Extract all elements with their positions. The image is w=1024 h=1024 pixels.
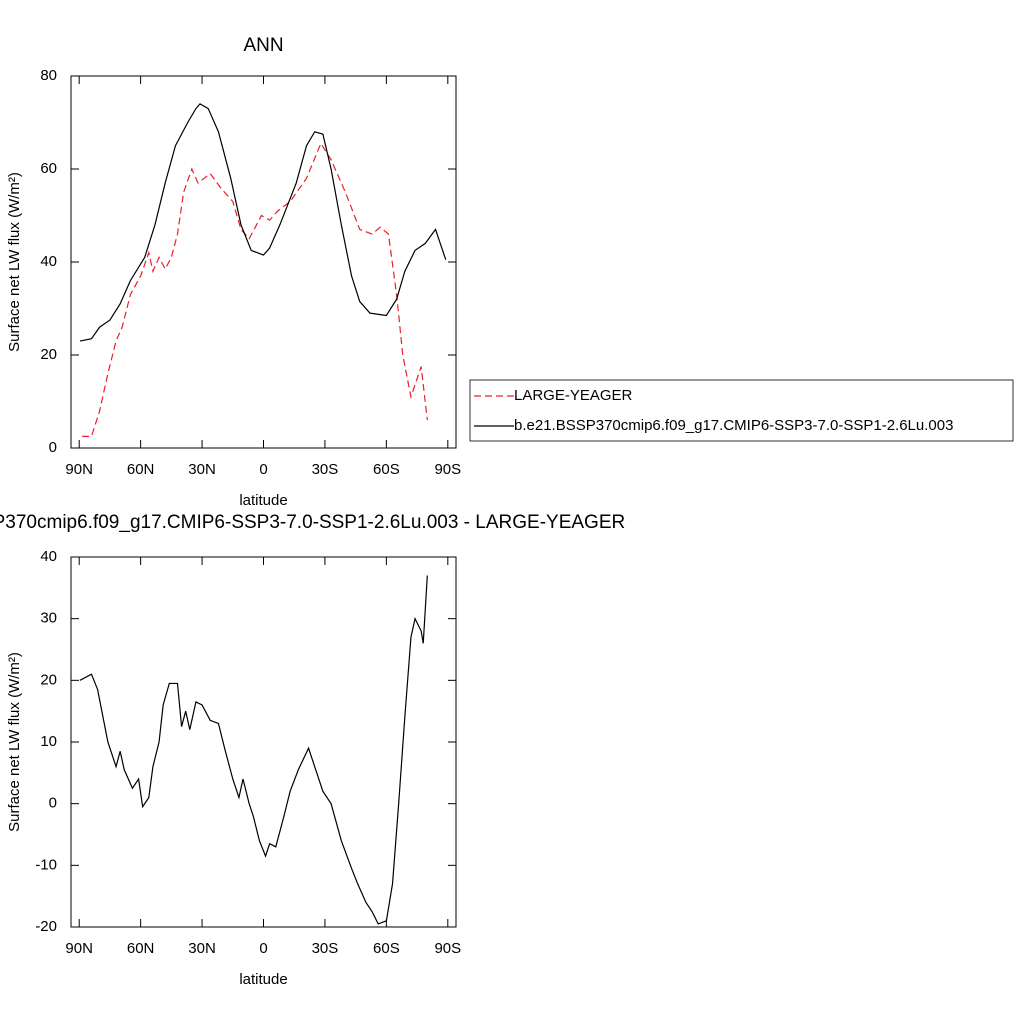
y-tick-label: 60 [40, 160, 57, 177]
x-tick-label: 90S [434, 461, 461, 478]
plot-frame [70, 75, 457, 449]
x-tick-label: 30S [312, 461, 339, 478]
x-tick-label: 0 [259, 940, 267, 957]
y-axis-label: Surface net LW flux (W/m²) [6, 652, 23, 832]
y-tick-label: -20 [35, 918, 57, 935]
x-tick-label: 30N [188, 940, 216, 957]
x-tick-label: 90N [65, 461, 93, 478]
y-tick-label: 0 [49, 439, 57, 456]
x-tick-label: 60N [127, 461, 155, 478]
x-tick-label: 60N [127, 940, 155, 957]
legend-label: LARGE-YEAGER [514, 387, 633, 404]
x-axis-label: latitude [239, 971, 287, 988]
y-tick-label: 80 [40, 67, 57, 84]
x-tick-label: 0 [259, 461, 267, 478]
series-line [79, 103, 447, 342]
y-tick-label: 40 [40, 253, 57, 270]
series-line [82, 142, 428, 437]
y-tick-label: 20 [40, 671, 57, 688]
chart-title: b.e21.BSSP370cmip6.f09_g17.CMIP6-SSP3-7.… [0, 512, 625, 533]
x-tick-label: 60S [373, 940, 400, 957]
plot-frame [70, 556, 457, 928]
y-tick-label: 0 [49, 795, 57, 812]
x-tick-label: 90S [434, 940, 461, 957]
legend-box [469, 379, 1014, 442]
x-axis-label: latitude [239, 492, 287, 509]
y-tick-label: 10 [40, 733, 57, 750]
series-line [79, 575, 428, 925]
y-tick-label: 30 [40, 610, 57, 627]
x-tick-label: 30S [312, 940, 339, 957]
y-tick-label: -10 [35, 856, 57, 873]
y-tick-label: 40 [40, 548, 57, 565]
y-tick-label: 20 [40, 346, 57, 363]
chart-title: ANN [243, 35, 283, 56]
x-tick-label: 60S [373, 461, 400, 478]
x-tick-label: 90N [65, 940, 93, 957]
legend-label: b.e21.BSSP370cmip6.f09_g17.CMIP6-SSP3-7.… [514, 417, 953, 434]
x-tick-label: 30N [188, 461, 216, 478]
y-axis-label: Surface net LW flux (W/m²) [6, 172, 23, 352]
